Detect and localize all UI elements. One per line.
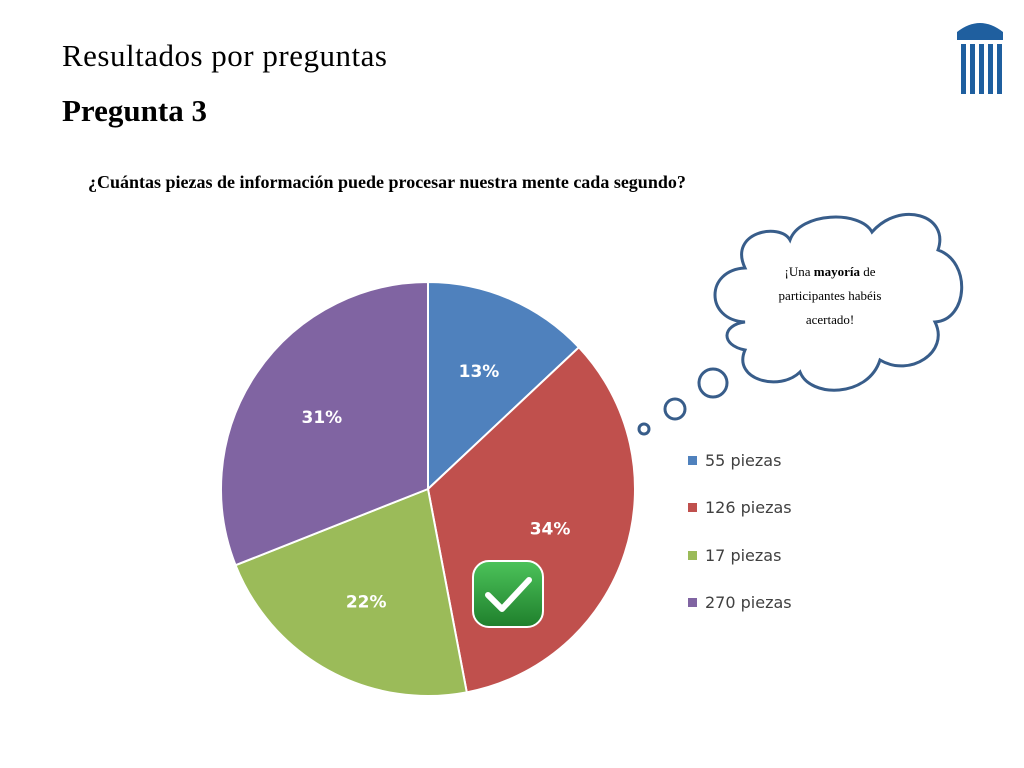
legend-swatch: [688, 550, 697, 560]
question-text: ¿Cuántas piezas de información puede pro…: [88, 172, 686, 192]
thought-bubble: [637, 213, 964, 436]
bubble-emphasis: mayoría: [813, 264, 860, 279]
legend-item: 17 piezas: [688, 543, 792, 567]
legend-swatch: [688, 598, 697, 607]
page-subtitle: Pregunta 3: [62, 93, 207, 128]
pie-slice: [234, 487, 468, 697]
bubble-suffix: de participantes habéis acertado!: [778, 264, 882, 327]
pie-slice: [220, 280, 429, 567]
pie-data-label: 13%: [459, 362, 500, 382]
legend-label: 55 piezas: [705, 450, 782, 470]
legend-item: 55 piezas: [688, 448, 792, 472]
legend-swatch: [688, 455, 697, 465]
building-columns-icon: [957, 23, 1003, 94]
chart-legend: 55 piezas 126 piezas 17 piezas 270 pieza…: [688, 448, 792, 638]
bubble-text: ¡Una mayoría de participantes habéis ace…: [760, 260, 900, 332]
pie-data-label: 31%: [302, 408, 343, 428]
bubble-prefix: ¡Una: [784, 264, 814, 279]
pie-chart: 13% 34% 22% 31%: [220, 280, 636, 697]
legend-item: 126 piezas: [688, 496, 792, 520]
legend-label: 126 piezas: [705, 498, 792, 517]
legend-label: 17 piezas: [705, 545, 782, 565]
legend-item: 270 piezas: [688, 591, 792, 615]
pie-data-label: 34%: [530, 520, 571, 540]
legend-swatch: [688, 503, 697, 512]
check-icon: [472, 560, 544, 628]
pie-slice: [427, 280, 581, 492]
page-title: Resultados por preguntas: [62, 38, 388, 73]
pie-data-label: 22%: [346, 592, 387, 612]
legend-label: 270 piezas: [705, 593, 792, 612]
